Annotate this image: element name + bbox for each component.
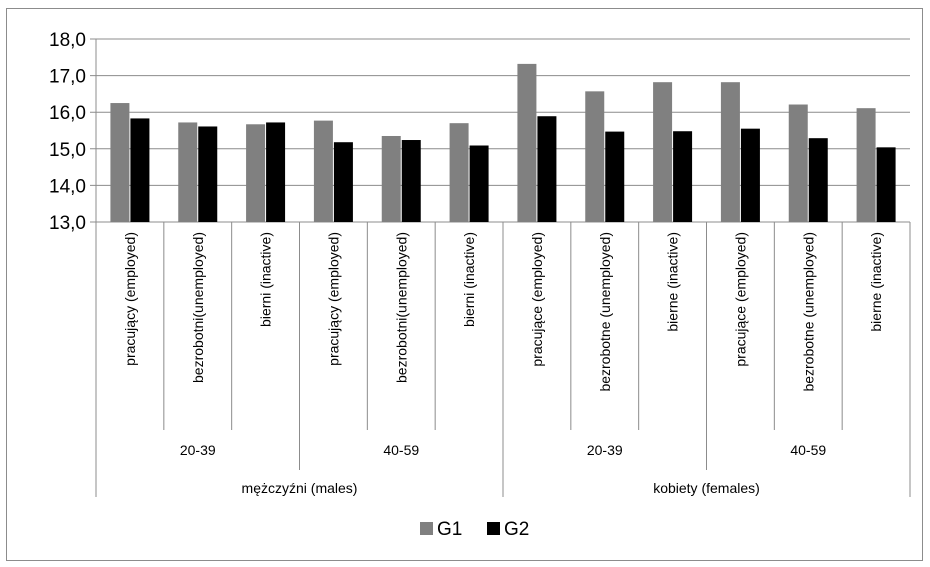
- bar-g2: [198, 126, 218, 222]
- age-group-label: 40-59: [383, 442, 419, 458]
- bar-g2: [673, 131, 693, 222]
- y-tick-label: 15,0: [49, 140, 86, 161]
- bar-g1: [110, 103, 130, 222]
- x-tick-label: bierne (inactive): [868, 232, 884, 332]
- bar-g2: [537, 116, 557, 222]
- bar-g1: [585, 91, 605, 222]
- legend-label-g1: G1: [437, 519, 462, 540]
- age-group-label: 20-39: [180, 442, 216, 458]
- x-tick-label: bezrobotni(unemployed): [190, 232, 206, 383]
- x-tick-label: pracujący (employed): [325, 232, 341, 366]
- bar-g1: [856, 108, 876, 222]
- age-group-label: 20-39: [587, 442, 623, 458]
- y-tick-label: 17,0: [49, 67, 86, 88]
- bar-g2: [808, 138, 828, 222]
- bar-g1: [449, 123, 469, 222]
- legend-label-g2: G2: [504, 519, 529, 540]
- bar-g2: [876, 147, 896, 222]
- bar-g1: [788, 104, 808, 222]
- y-tick-label: 16,0: [49, 103, 86, 124]
- y-tick-label: 18,0: [49, 30, 86, 51]
- x-tick-label: pracujące (employed): [529, 232, 545, 367]
- bar-g1: [517, 63, 537, 222]
- x-tick-label: bezrobotni(unemployed): [393, 232, 409, 383]
- bar-g1: [246, 124, 266, 222]
- bar-g2: [469, 145, 489, 222]
- x-tick-label: bezrobotne (unemployed): [800, 232, 816, 392]
- bar-g2: [605, 131, 625, 222]
- age-group-label: 40-59: [790, 442, 826, 458]
- bar-g1: [720, 82, 740, 222]
- bar-g2: [333, 142, 353, 222]
- bar-g2: [401, 140, 421, 222]
- x-tick-label: pracujący (employed): [122, 232, 138, 366]
- bar-g1: [178, 122, 198, 222]
- bar-g1: [313, 120, 333, 222]
- x-tick-label: bezrobotne (unemployed): [597, 232, 613, 392]
- legend-swatch-g1: [420, 522, 433, 535]
- legend-swatch-g2: [487, 522, 500, 535]
- sex-group-label: kobiety (females): [653, 480, 760, 496]
- bar-g1: [653, 82, 673, 222]
- y-tick-label: 14,0: [49, 176, 86, 197]
- bar-g2: [266, 122, 286, 222]
- x-tick-label: bierne (inactive): [665, 232, 681, 332]
- x-tick-label: bierni (inactive): [461, 232, 477, 327]
- sex-group-label: mężczyźni (males): [242, 480, 358, 496]
- bar-g2: [740, 128, 760, 222]
- chart-area: [6, 8, 923, 561]
- y-tick-label: 13,0: [49, 213, 86, 234]
- bar-g1: [381, 135, 401, 222]
- x-tick-label: bierni (inactive): [258, 232, 274, 327]
- x-tick-label: pracujące (employed): [732, 232, 748, 367]
- bar-g2: [130, 118, 150, 222]
